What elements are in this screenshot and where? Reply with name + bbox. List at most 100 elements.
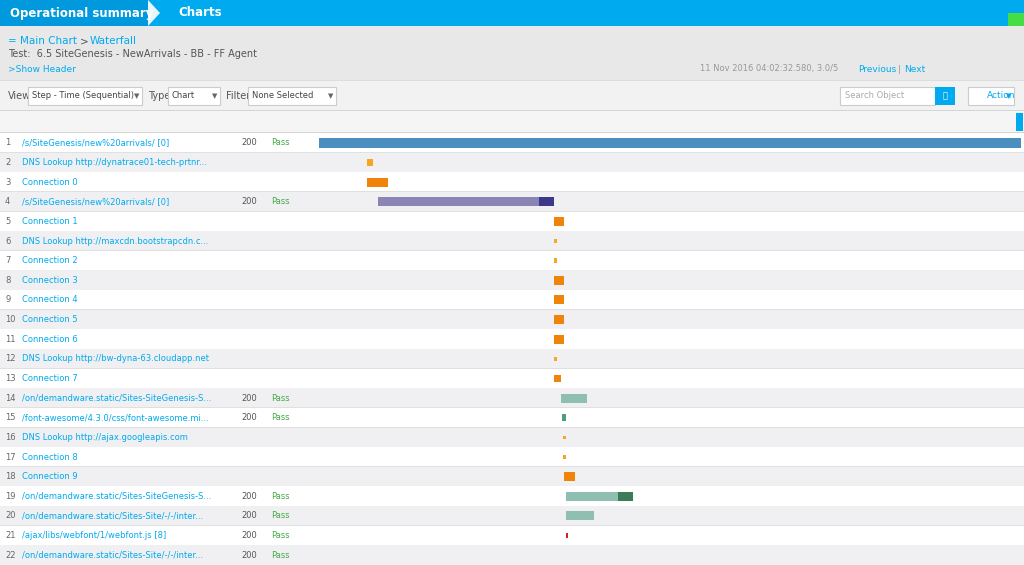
Text: DNS Lookup http://maxcdn.bootstrapcdn.c...: DNS Lookup http://maxcdn.bootstrapcdn.c.… [22, 237, 208, 246]
Bar [554, 295, 564, 305]
Bar [554, 276, 564, 285]
Text: Charts: Charts [178, 7, 221, 20]
Text: 7: 7 [5, 256, 10, 265]
Text: Pass: Pass [271, 511, 290, 520]
Text: 15: 15 [5, 413, 15, 422]
Text: 20: 20 [5, 511, 15, 520]
Bar [554, 239, 557, 244]
Bar [0, 545, 1024, 565]
Text: /s/SiteGenesis/new%20arrivals/ [0]: /s/SiteGenesis/new%20arrivals/ [0] [22, 197, 169, 206]
Text: Pass: Pass [271, 138, 290, 147]
Text: 3: 3 [5, 177, 10, 186]
Text: 8: 8 [5, 276, 10, 285]
Text: 2.85s: 2.85s [961, 118, 981, 127]
Text: ▼: ▼ [134, 93, 139, 99]
Bar [618, 492, 634, 501]
Bar [561, 394, 588, 402]
Bar [0, 81, 1024, 111]
Text: Main Chart: Main Chart [20, 36, 77, 46]
Text: Step - Time (Sequential): Step - Time (Sequential) [32, 92, 134, 101]
Text: Code: Code [240, 118, 265, 127]
Text: 2.25s: 2.25s [810, 118, 830, 127]
Text: 16: 16 [5, 433, 15, 442]
Text: 206ms: 206ms [306, 118, 333, 127]
Text: 1.6s: 1.6s [663, 118, 678, 127]
Text: /s/SiteGenesis/new%20arrivals/ [0]: /s/SiteGenesis/new%20arrivals/ [0] [22, 138, 169, 147]
Bar [935, 87, 955, 105]
Text: Type: Type [148, 91, 170, 101]
Text: 200: 200 [241, 551, 257, 560]
Text: 17: 17 [5, 453, 15, 462]
Text: Connection 9: Connection 9 [22, 472, 78, 481]
Bar [0, 80, 1024, 81]
Text: Connection 3: Connection 3 [22, 276, 78, 285]
Bar [0, 447, 1024, 467]
Bar [0, 192, 1024, 211]
Text: Operational summary: Operational summary [10, 7, 154, 20]
Bar [563, 455, 566, 459]
Text: 14: 14 [5, 394, 15, 403]
Bar [0, 506, 1024, 525]
Text: /on/demandware.static/Sites-SiteGenesis-S...: /on/demandware.static/Sites-SiteGenesis-… [22, 394, 211, 403]
Bar [0, 211, 1024, 231]
Bar [0, 0, 148, 26]
Text: Previous: Previous [858, 64, 896, 73]
Text: 3.05s: 3.05s [1011, 118, 1024, 127]
Text: 2.65s: 2.65s [910, 118, 931, 127]
Bar [565, 492, 618, 501]
Bar [367, 177, 387, 186]
Text: >: > [80, 36, 89, 46]
Text: /on/demandware.static/Sites-SiteGenesis-S...: /on/demandware.static/Sites-SiteGenesis-… [22, 492, 211, 501]
Text: 5: 5 [5, 217, 10, 226]
Text: 200: 200 [241, 394, 257, 403]
Text: 200: 200 [241, 492, 257, 501]
Text: View: View [8, 91, 31, 101]
Text: Connection 6: Connection 6 [22, 334, 78, 344]
Bar [378, 197, 539, 206]
Text: ID: ID [5, 118, 16, 127]
Text: 200: 200 [241, 197, 257, 206]
Text: 824ms: 824ms [457, 118, 482, 127]
Text: /ajax/libs/webfont/1/webfont.js [8]: /ajax/libs/webfont/1/webfont.js [8] [22, 531, 166, 540]
Text: 10: 10 [5, 315, 15, 324]
Text: 4: 4 [5, 197, 10, 206]
Bar [554, 315, 564, 324]
Text: (1 of 1): (1 of 1) [100, 118, 130, 127]
Bar [0, 0, 1024, 26]
Text: Connection 8: Connection 8 [22, 453, 78, 462]
Text: Action: Action [987, 92, 1016, 101]
Text: 200: 200 [241, 138, 257, 147]
Bar [564, 472, 574, 481]
Bar [565, 511, 594, 520]
Bar [562, 414, 566, 421]
Text: 1s: 1s [515, 118, 524, 127]
Text: Connection 0: Connection 0 [22, 177, 78, 186]
Text: Connection 5: Connection 5 [22, 315, 78, 324]
Bar [0, 290, 1024, 310]
Text: /on/demandware.static/Sites-Site/-/-/inter...: /on/demandware.static/Sites-Site/-/-/int… [22, 551, 203, 560]
Bar [0, 111, 1024, 133]
Text: =: = [8, 36, 16, 46]
Bar [0, 486, 1024, 506]
Text: Pass: Pass [271, 531, 290, 540]
Text: 412ms: 412ms [356, 118, 383, 127]
Bar [565, 533, 568, 538]
Bar [0, 329, 1024, 349]
Bar [0, 110, 1024, 111]
Text: Filter: Filter [226, 91, 250, 101]
Bar [0, 251, 1024, 271]
Bar [0, 110, 1024, 111]
Text: Pass: Pass [271, 551, 290, 560]
Text: ▼: ▼ [1006, 93, 1012, 99]
Text: >Show Header: >Show Header [8, 64, 76, 73]
Text: Details: Details [198, 118, 227, 127]
Text: 13: 13 [5, 374, 15, 383]
Bar [968, 87, 1014, 105]
Text: Waterfall: Waterfall [90, 36, 137, 46]
Text: 2.45s: 2.45s [860, 118, 881, 127]
Text: ▼: ▼ [328, 93, 334, 99]
Bar [563, 436, 566, 439]
Text: 2.05s: 2.05s [760, 118, 781, 127]
Text: 2: 2 [5, 158, 10, 167]
Text: 21: 21 [5, 531, 15, 540]
